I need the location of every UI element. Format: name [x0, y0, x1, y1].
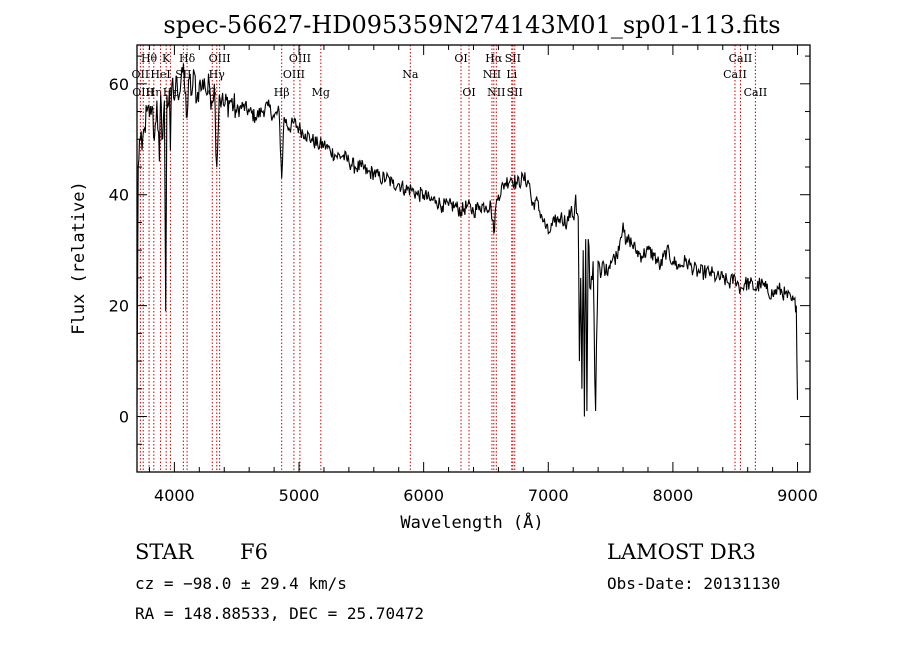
obs-date: Obs-Date: 20131130	[607, 574, 780, 593]
line-marker-label-13: OIII	[283, 68, 305, 81]
line-marker-label-5: K	[162, 52, 171, 65]
line-marker-label-3: Hη	[146, 86, 162, 99]
object-class: STAR	[135, 540, 194, 564]
line-marker-label-4: HeI	[150, 68, 170, 81]
subclass: F6	[240, 540, 268, 564]
x-tick-label-5: 9000	[777, 486, 818, 505]
coordinates: RA = 148.88533, DEC = 25.70472	[135, 604, 424, 623]
chart-title: spec-56627-HD095359N274143M01_sp01-113.f…	[163, 11, 780, 39]
line-marker-label-8: Hδ	[179, 52, 196, 65]
x-tick-label-0: 4000	[154, 486, 195, 505]
x-axis-label: Wavelength (Å)	[400, 511, 543, 533]
line-marker-label-25: CaII	[723, 68, 747, 81]
line-markers: OIIOIIIHθHηHeIKHεSIIHδGHγOIIIHβOIIIOIIIM…	[132, 45, 768, 472]
line-marker-label-10: Hγ	[209, 68, 226, 81]
y-axis-label: Flux (relative)	[69, 181, 89, 335]
line-marker-label-0: OII	[132, 68, 150, 81]
redshift-text: cz = −98.0 ± 29.4 km/s	[135, 574, 347, 593]
x-tick-label-2: 6000	[403, 486, 444, 505]
line-marker-label-2: Hθ	[141, 52, 158, 65]
spectrum-line	[136, 63, 799, 417]
line-marker-label-23: SII	[505, 52, 521, 65]
line-marker-label-27: CaII	[744, 86, 768, 99]
plot-frame	[136, 44, 811, 473]
line-marker-label-11: OIII	[209, 52, 231, 65]
line-marker-label-9: G	[208, 86, 217, 99]
line-marker-label-22: Li	[506, 68, 517, 81]
x-tick-label-3: 7000	[528, 486, 569, 505]
line-marker-label-26: CaII	[729, 52, 753, 65]
x-tick-label-4: 8000	[653, 486, 694, 505]
y-tick-label-2: 40	[109, 186, 129, 205]
y-tick-label-0: 0	[119, 408, 129, 427]
line-marker-label-17: OI	[454, 52, 467, 65]
y-tick-label-3: 60	[109, 75, 129, 94]
line-marker-label-20: Hα	[485, 52, 503, 65]
line-marker-label-12: Hβ	[274, 86, 290, 99]
line-marker-label-19: NII	[483, 68, 501, 81]
survey-name: LAMOST DR3	[607, 540, 756, 564]
line-marker-label-16: Na	[402, 68, 419, 81]
line-marker-label-24: SII	[507, 86, 523, 99]
line-marker-label-14: OIII	[289, 52, 311, 65]
x-axis-ticks: 4000 5000 6000 7000 8000 9000	[148, 45, 818, 505]
x-tick-label-1: 5000	[279, 486, 320, 505]
y-tick-label-1: 20	[109, 297, 129, 316]
line-marker-label-18: OI	[462, 86, 475, 99]
line-marker-label-1: OIII	[132, 86, 154, 99]
line-marker-label-15: Mg	[312, 86, 330, 99]
line-marker-label-21: NII	[487, 86, 505, 99]
y-axis-ticks: 0 20 40 60	[109, 55, 810, 445]
